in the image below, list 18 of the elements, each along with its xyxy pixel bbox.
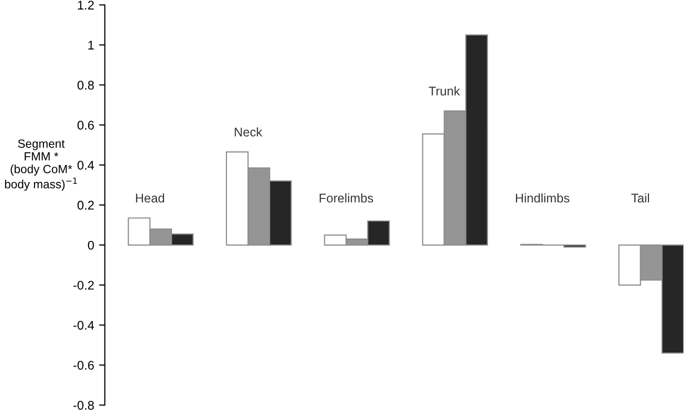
y-tick-label: 0.8 [78,80,94,90]
x-tick-label: Tail [631,193,650,203]
y-tick-label: 0.6 [78,120,94,130]
x-tick-label: Head [136,193,164,203]
y-tick-label: -0.4 [73,320,94,330]
x-tick-label: Hindlimbs [516,193,570,203]
x-tick-label: Forelimbs [320,193,374,203]
y-tick-label: 0.4 [78,160,94,170]
x-tick-label: Neck [234,127,262,137]
y-tick-label: 0.2 [78,200,94,210]
x-tick-label: Trunk [428,86,460,96]
y-tick-label: 1 [88,40,94,50]
y-tick-label: 1.2 [78,0,94,10]
y-tick-label: -0.6 [73,360,94,370]
y-tick-label: -0.8 [73,400,94,410]
y-axis-title: Segment FMM * (body CoM* body mass)$^{−1}$ [5,139,77,191]
y-tick-label: 0 [88,240,94,250]
y-tick-label: -0.2 [73,280,94,290]
